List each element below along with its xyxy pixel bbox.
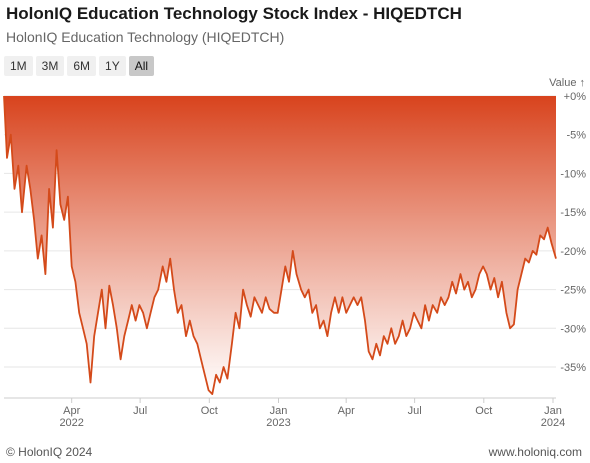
range-selector: 1M 3M 6M 1Y All [4, 56, 155, 76]
range-button-6m[interactable]: 6M [67, 56, 97, 76]
copyright-text: © HolonIQ 2024 [6, 445, 93, 459]
x-tick-label: Apr [63, 405, 80, 417]
y-tick-label: -15% [560, 207, 586, 219]
y-tick-label: +0% [564, 91, 587, 103]
x-tick-label: Apr [338, 405, 355, 417]
page-title: HolonIQ Education Technology Stock Index… [6, 4, 462, 23]
range-button-1y[interactable]: 1Y [99, 56, 126, 76]
y-tick-label: -25% [560, 285, 586, 297]
x-tick-year-label: 2023 [266, 417, 290, 429]
series-line [3, 95, 557, 395]
range-button-3m[interactable]: 3M [35, 56, 65, 76]
y-tick-label: -5% [566, 130, 586, 142]
range-button-1m[interactable]: 1M [4, 56, 33, 76]
y-tick-label: -30% [560, 323, 586, 335]
website-link[interactable]: www.holoniq.com [488, 445, 582, 459]
y-tick-label: -10% [560, 168, 586, 180]
x-tick-label: Oct [201, 405, 218, 417]
x-tick-label: Jul [133, 405, 147, 417]
y-tick-label: -20% [560, 246, 586, 258]
y-axis-ticks: +0% -5% -10% -15% -20% -25% -30% -35% [560, 91, 586, 374]
x-tick-label: Oct [475, 405, 492, 417]
x-tick-year-label: 2022 [59, 417, 83, 429]
page-subtitle: HolonIQ Education Technology (HIQEDTCH) [6, 29, 285, 45]
x-tick-label: Jan [270, 405, 288, 417]
x-tick-label: Jan [544, 405, 562, 417]
y-axis-label[interactable]: Value ↑ [549, 77, 585, 89]
y-tick-label: -35% [560, 362, 586, 374]
x-tick-year-label: 2024 [541, 417, 565, 429]
x-tick-label: Jul [408, 405, 422, 417]
range-button-all[interactable]: All [128, 56, 155, 76]
